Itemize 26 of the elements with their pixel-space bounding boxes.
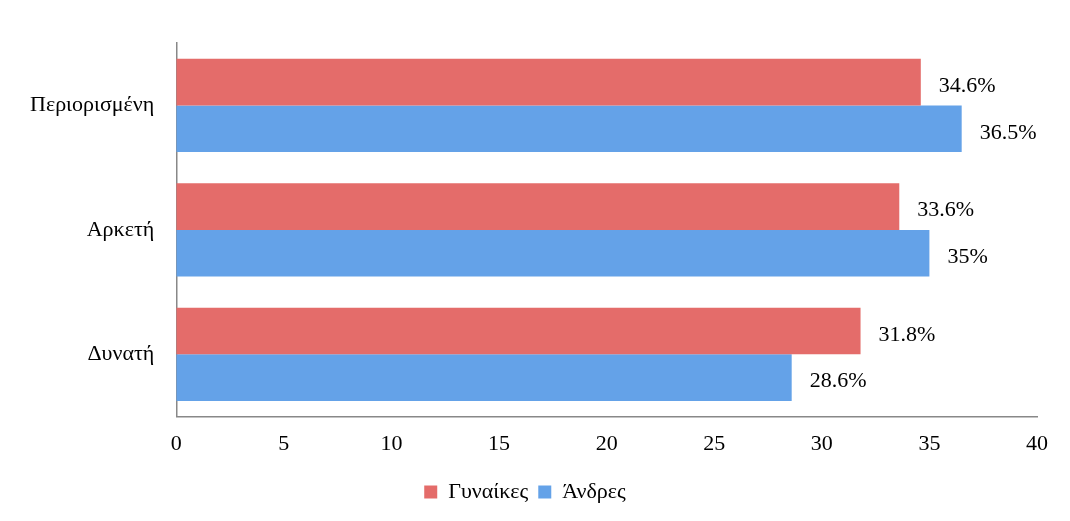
legend-label: Άνδρες xyxy=(562,477,627,503)
bar xyxy=(176,307,861,355)
data-label: 35% xyxy=(947,243,988,269)
bar xyxy=(176,58,921,106)
x-tick-label: 25 xyxy=(703,429,726,455)
x-tick-label: 40 xyxy=(1026,429,1048,455)
x-tick-label: 30 xyxy=(810,429,833,455)
data-label: 33.6% xyxy=(917,196,975,222)
y-tick-label: Αρκετή xyxy=(86,215,155,241)
bar xyxy=(176,354,792,402)
x-tick-label: 20 xyxy=(595,429,618,455)
x-tick-label: 15 xyxy=(488,429,511,455)
bar xyxy=(176,183,900,230)
data-label: 34.6% xyxy=(938,71,996,97)
data-label: 36.5% xyxy=(979,118,1037,144)
data-label: 28.6% xyxy=(809,367,867,393)
x-tick-label: 10 xyxy=(380,429,403,455)
bar xyxy=(176,229,930,277)
x-tick-label: 5 xyxy=(278,429,290,455)
x-tick-label: 35 xyxy=(918,429,941,455)
x-tick-label: 0 xyxy=(170,429,182,455)
data-label: 31.8% xyxy=(878,320,936,346)
bar xyxy=(176,105,962,153)
y-tick-label: Δυνατή xyxy=(87,340,155,366)
y-tick-label: Περιορισμένη xyxy=(30,91,155,117)
legend-label: Γυναίκες xyxy=(448,477,529,503)
